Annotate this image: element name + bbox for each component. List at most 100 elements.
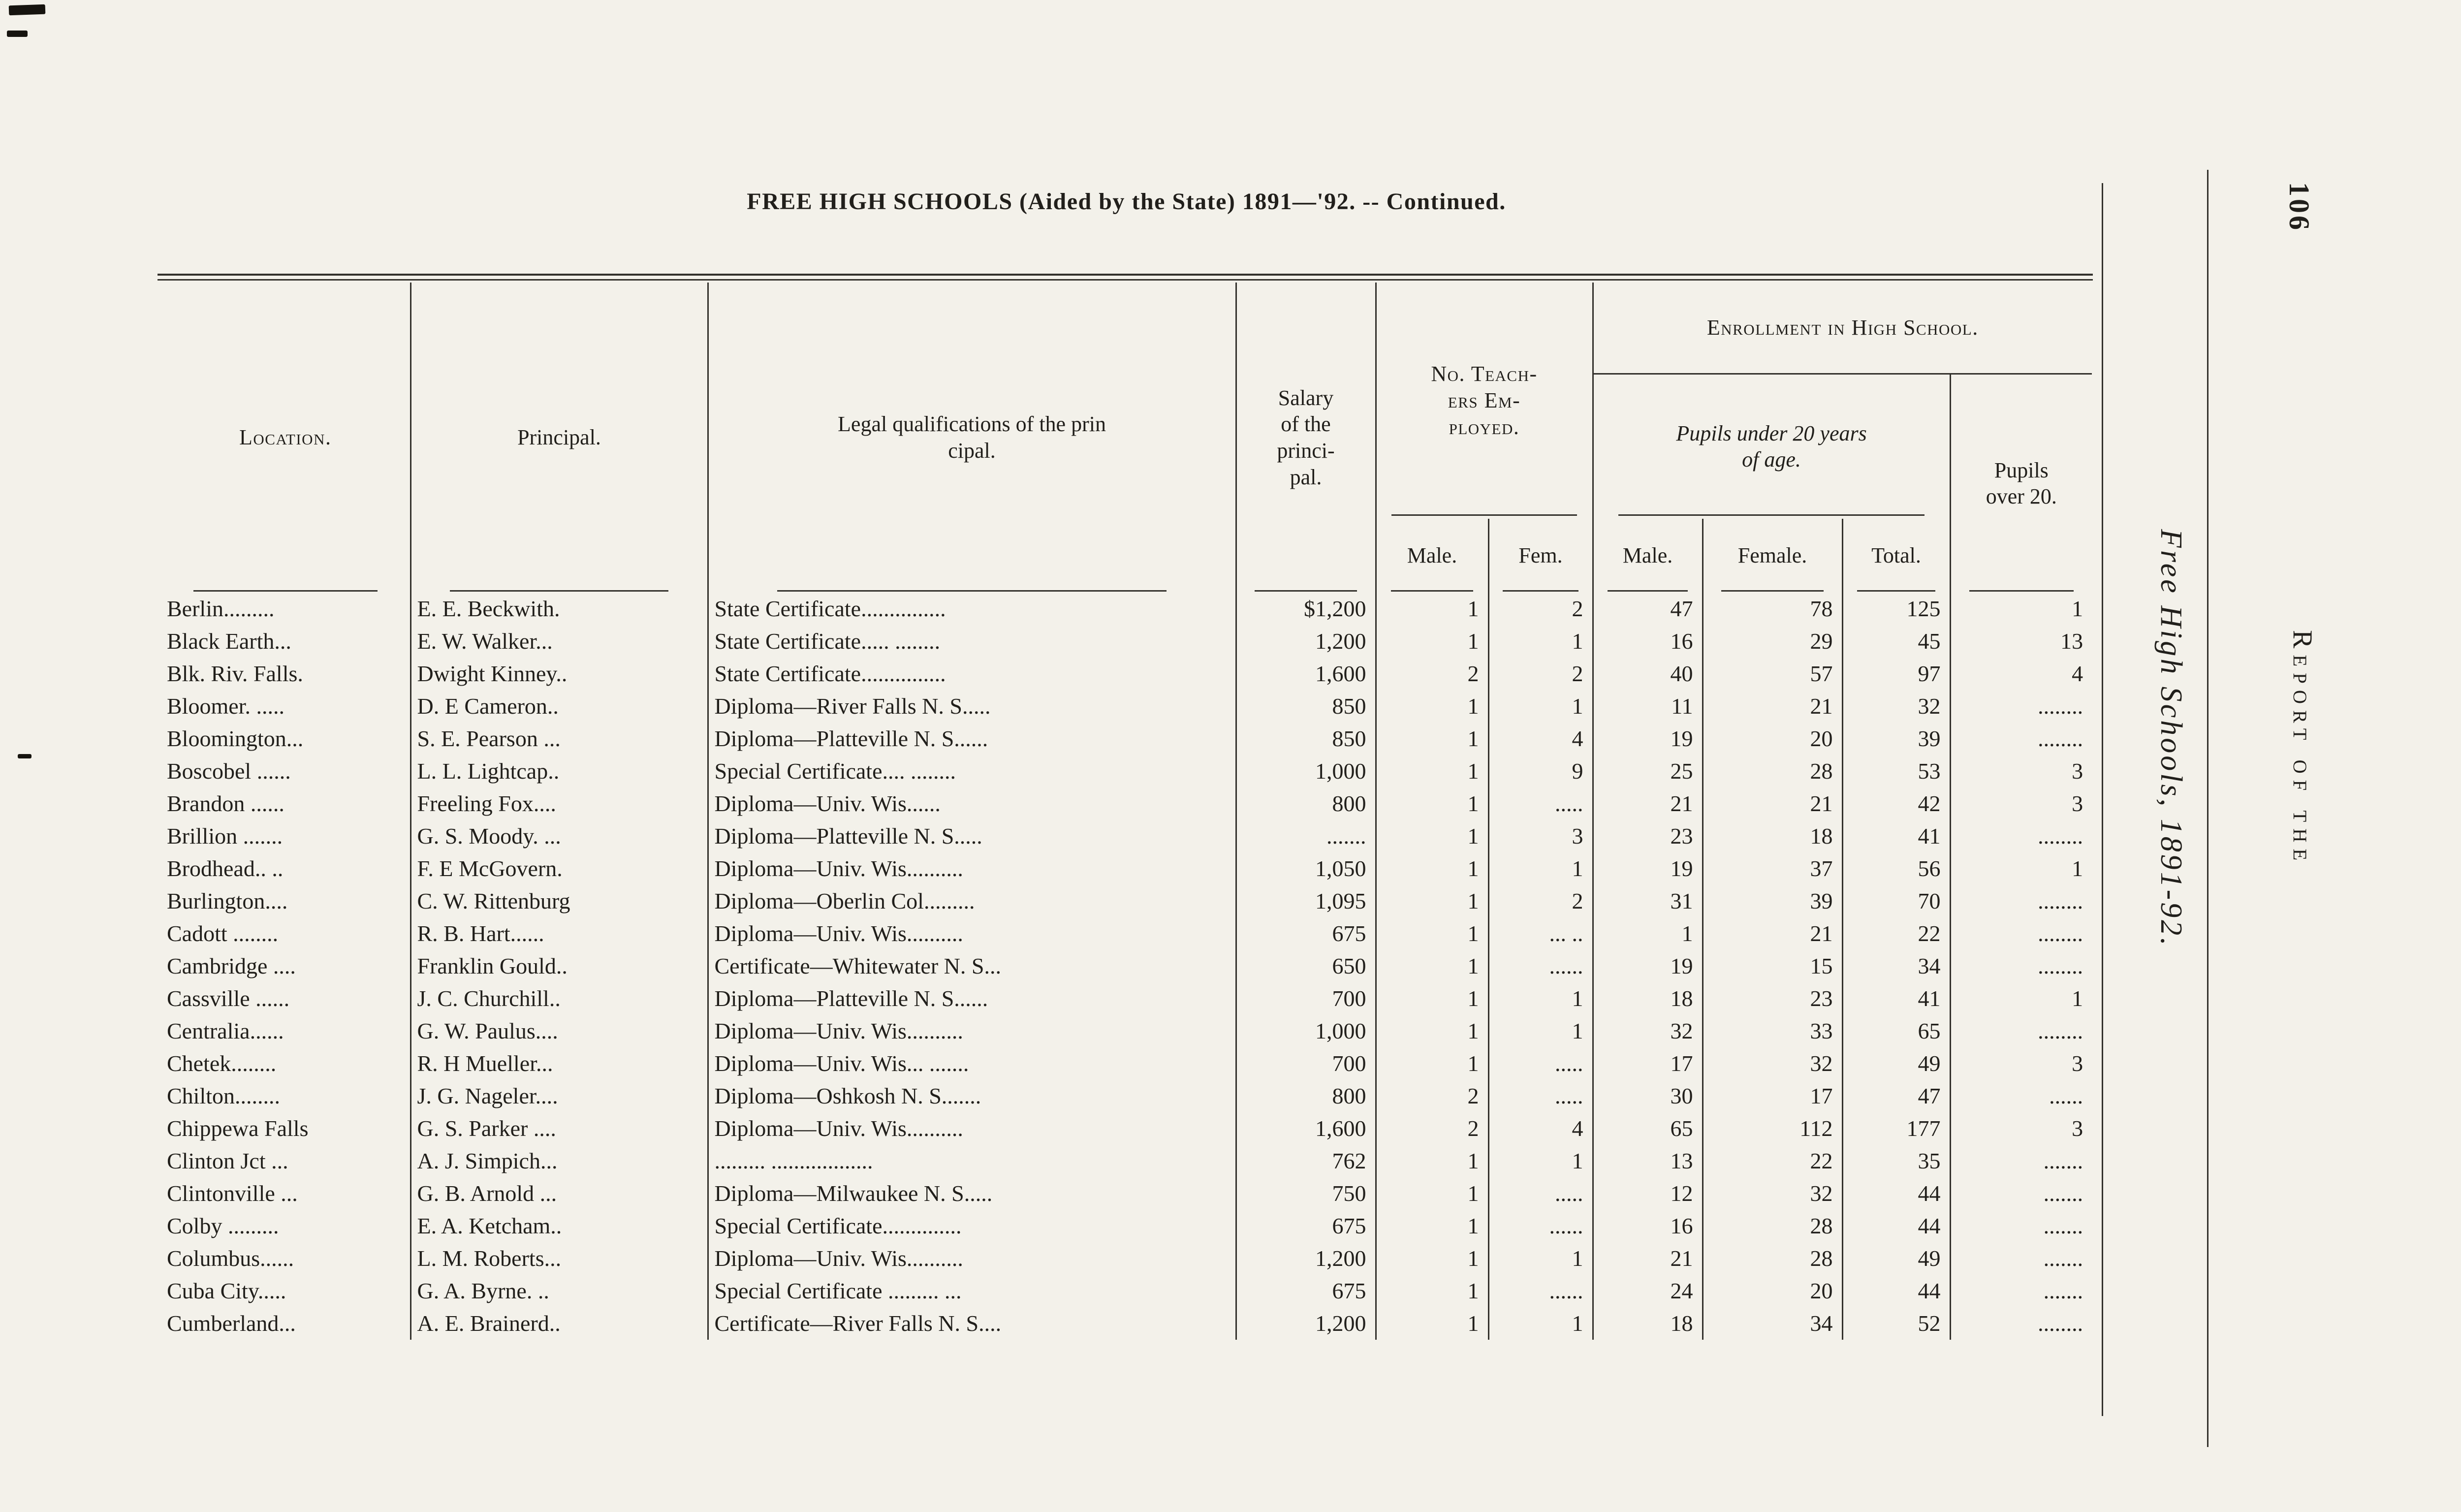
location-cell: Chippewa Falls <box>167 1116 309 1141</box>
pupils-over20-cell: 3 <box>1949 1047 2092 1080</box>
teachers-fem-cell: 1 <box>1487 1015 1593 1047</box>
pupils-over20-cell: ........ <box>1949 917 2092 950</box>
pupils-male-cell: 12 <box>1592 1177 1703 1210</box>
principal-cell: G. W. Paulus.... <box>410 1015 708 1047</box>
table-row: Berlin......... E. E. Beckwith. State Cert… <box>161 593 2092 625</box>
header-row-subgroups: Pupils under 20 years of age. Pupils ove… <box>161 374 2092 593</box>
teachers-fem-cell: ...... <box>1487 1210 1593 1242</box>
pupils-total-cell: 39 <box>1841 723 1951 755</box>
pupils-over20-cell: 1 <box>1949 593 2092 625</box>
pupils-male-cell: 24 <box>1592 1275 1703 1307</box>
pupils-male-cell: 16 <box>1592 1210 1703 1242</box>
pupils-female-cell: 15 <box>1702 950 1843 982</box>
salary-cell: 850 <box>1235 723 1376 755</box>
teachers-male-cell: 1 <box>1375 1210 1488 1242</box>
principal-cell: A. E. Brainerd.. <box>410 1307 708 1340</box>
location-cell: Brillion ....... <box>167 823 283 849</box>
margin-report-text: Report of the <box>2287 630 2318 867</box>
table-row: Brodhead.. .. F. E McGovern. Diploma—Univ.… <box>161 852 2092 885</box>
page-number: 106 <box>2283 182 2315 232</box>
teachers-fem-cell: 1 <box>1487 690 1593 723</box>
teachers-male-cell: 1 <box>1375 852 1488 885</box>
table-row: Cassville ...... J. C. Churchill.. Diploma… <box>161 982 2092 1015</box>
salary-cell: ....... <box>1235 820 1376 852</box>
pupils-total-cell: 53 <box>1841 755 1951 788</box>
pupils-female-cell: 33 <box>1702 1015 1843 1047</box>
teachers-fem-cell: 1 <box>1487 852 1593 885</box>
principal-cell: D. E Cameron.. <box>410 690 708 723</box>
location-cell: Cuba City..... <box>167 1278 286 1303</box>
salary-cell: 1,050 <box>1235 852 1376 885</box>
table-row: Boscobel ...... L. L. Lightcap.. Special C… <box>161 755 2092 788</box>
teachers-fem-cell: ..... <box>1487 1177 1593 1210</box>
pupils-female-cell: 28 <box>1702 1210 1843 1242</box>
column-group-pupils-under-20: Pupils under 20 years of age. <box>1592 374 1951 519</box>
teachers-male-cell: 1 <box>1375 723 1488 755</box>
pupils-over20-cell: ....... <box>1949 1145 2092 1177</box>
pupils-female-cell: 57 <box>1702 658 1843 690</box>
qualification-cell: Diploma—Platteville N. S...... <box>707 982 1236 1015</box>
salary-cell: 1,600 <box>1235 658 1376 690</box>
pupils-male-cell: 31 <box>1592 885 1703 917</box>
pupils-total-cell: 49 <box>1841 1047 1951 1080</box>
pupils-total-cell: 70 <box>1841 885 1951 917</box>
salary-cell: 675 <box>1235 1210 1376 1242</box>
qualification-cell: Diploma—Univ. Wis.......... <box>707 1242 1236 1275</box>
pupils-total-cell: 52 <box>1841 1307 1951 1340</box>
pupils-female-cell: 22 <box>1702 1145 1843 1177</box>
principal-cell: Franklin Gould.. <box>410 950 708 982</box>
qualification-cell: Diploma—Milwaukee N. S..... <box>707 1177 1236 1210</box>
qualification-cell: Diploma—Platteville N. S..... <box>707 820 1236 852</box>
teachers-male-cell: 1 <box>1375 690 1488 723</box>
pupils-male-cell: 21 <box>1592 1242 1703 1275</box>
qualification-cell: State Certificate............... <box>707 658 1236 690</box>
pupils-male-cell: 17 <box>1592 1047 1703 1080</box>
location-cell: Bloomington... <box>167 726 304 751</box>
pupils-total-cell: 45 <box>1841 625 1951 658</box>
location-cell: Bloomer. ..... <box>167 693 284 719</box>
pupils-total-cell: 97 <box>1841 658 1951 690</box>
qualification-cell: Diploma—Univ. Wis.......... <box>707 917 1236 950</box>
salary-cell: 700 <box>1235 1047 1376 1080</box>
table-row: Bloomer. ..... D. E Cameron.. Diploma—Rive… <box>161 690 2092 723</box>
pupils-female-cell: 32 <box>1702 1177 1843 1210</box>
column-header-salary: Salary of the princi- pal. <box>1235 283 1376 593</box>
pupils-over20-cell: ........ <box>1949 1307 2092 1340</box>
scan-artifact <box>7 31 28 37</box>
table-top-double-rule <box>158 274 2093 281</box>
salary-cell: $1,200 <box>1235 593 1376 625</box>
teachers-male-cell: 2 <box>1375 1080 1488 1112</box>
table-row: Blk. Riv. Falls. Dwight Kinney.. State Cer… <box>161 658 2092 690</box>
pupils-female-cell: 34 <box>1702 1307 1843 1340</box>
qualification-cell: Diploma—Platteville N. S...... <box>707 723 1236 755</box>
teachers-male-cell: 1 <box>1375 982 1488 1015</box>
location-cell: Chilton........ <box>167 1083 281 1108</box>
pupils-female-cell: 32 <box>1702 1047 1843 1080</box>
pupils-over20-cell: 13 <box>1949 625 2092 658</box>
salary-cell: 1,200 <box>1235 625 1376 658</box>
qualification-cell: Diploma—River Falls N. S..... <box>707 690 1236 723</box>
location-cell: Black Earth... <box>167 629 291 654</box>
table-row: Chetek........ R. H Mueller... Diploma—Uni… <box>161 1047 2092 1080</box>
table-row: Cadott ........ R. B. Hart...... Diploma—U… <box>161 917 2092 950</box>
location-cell: Centralia...... <box>167 1018 284 1043</box>
pupils-total-cell: 49 <box>1841 1242 1951 1275</box>
teachers-fem-cell: 9 <box>1487 755 1593 788</box>
teachers-fem-cell: 2 <box>1487 593 1593 625</box>
teachers-fem-cell: 1 <box>1487 1145 1593 1177</box>
qualification-cell: Certificate—River Falls N. S.... <box>707 1307 1236 1340</box>
pupils-male-cell: 25 <box>1592 755 1703 788</box>
column-header-pupils-female: Female. <box>1702 519 1843 593</box>
salary-cell: 800 <box>1235 788 1376 820</box>
column-header-location: Location. <box>161 283 410 593</box>
column-header-principal: Principal. <box>410 283 708 593</box>
salary-cell: 1,000 <box>1235 755 1376 788</box>
pupils-over20-cell: ........ <box>1949 1015 2092 1047</box>
pupils-male-cell: 23 <box>1592 820 1703 852</box>
principal-cell: L. L. Lightcap.. <box>410 755 708 788</box>
principal-cell: G. B. Arnold ... <box>410 1177 708 1210</box>
salary-cell: 800 <box>1235 1080 1376 1112</box>
teachers-male-cell: 1 <box>1375 755 1488 788</box>
principal-cell: G. A. Byrne. .. <box>410 1275 708 1307</box>
